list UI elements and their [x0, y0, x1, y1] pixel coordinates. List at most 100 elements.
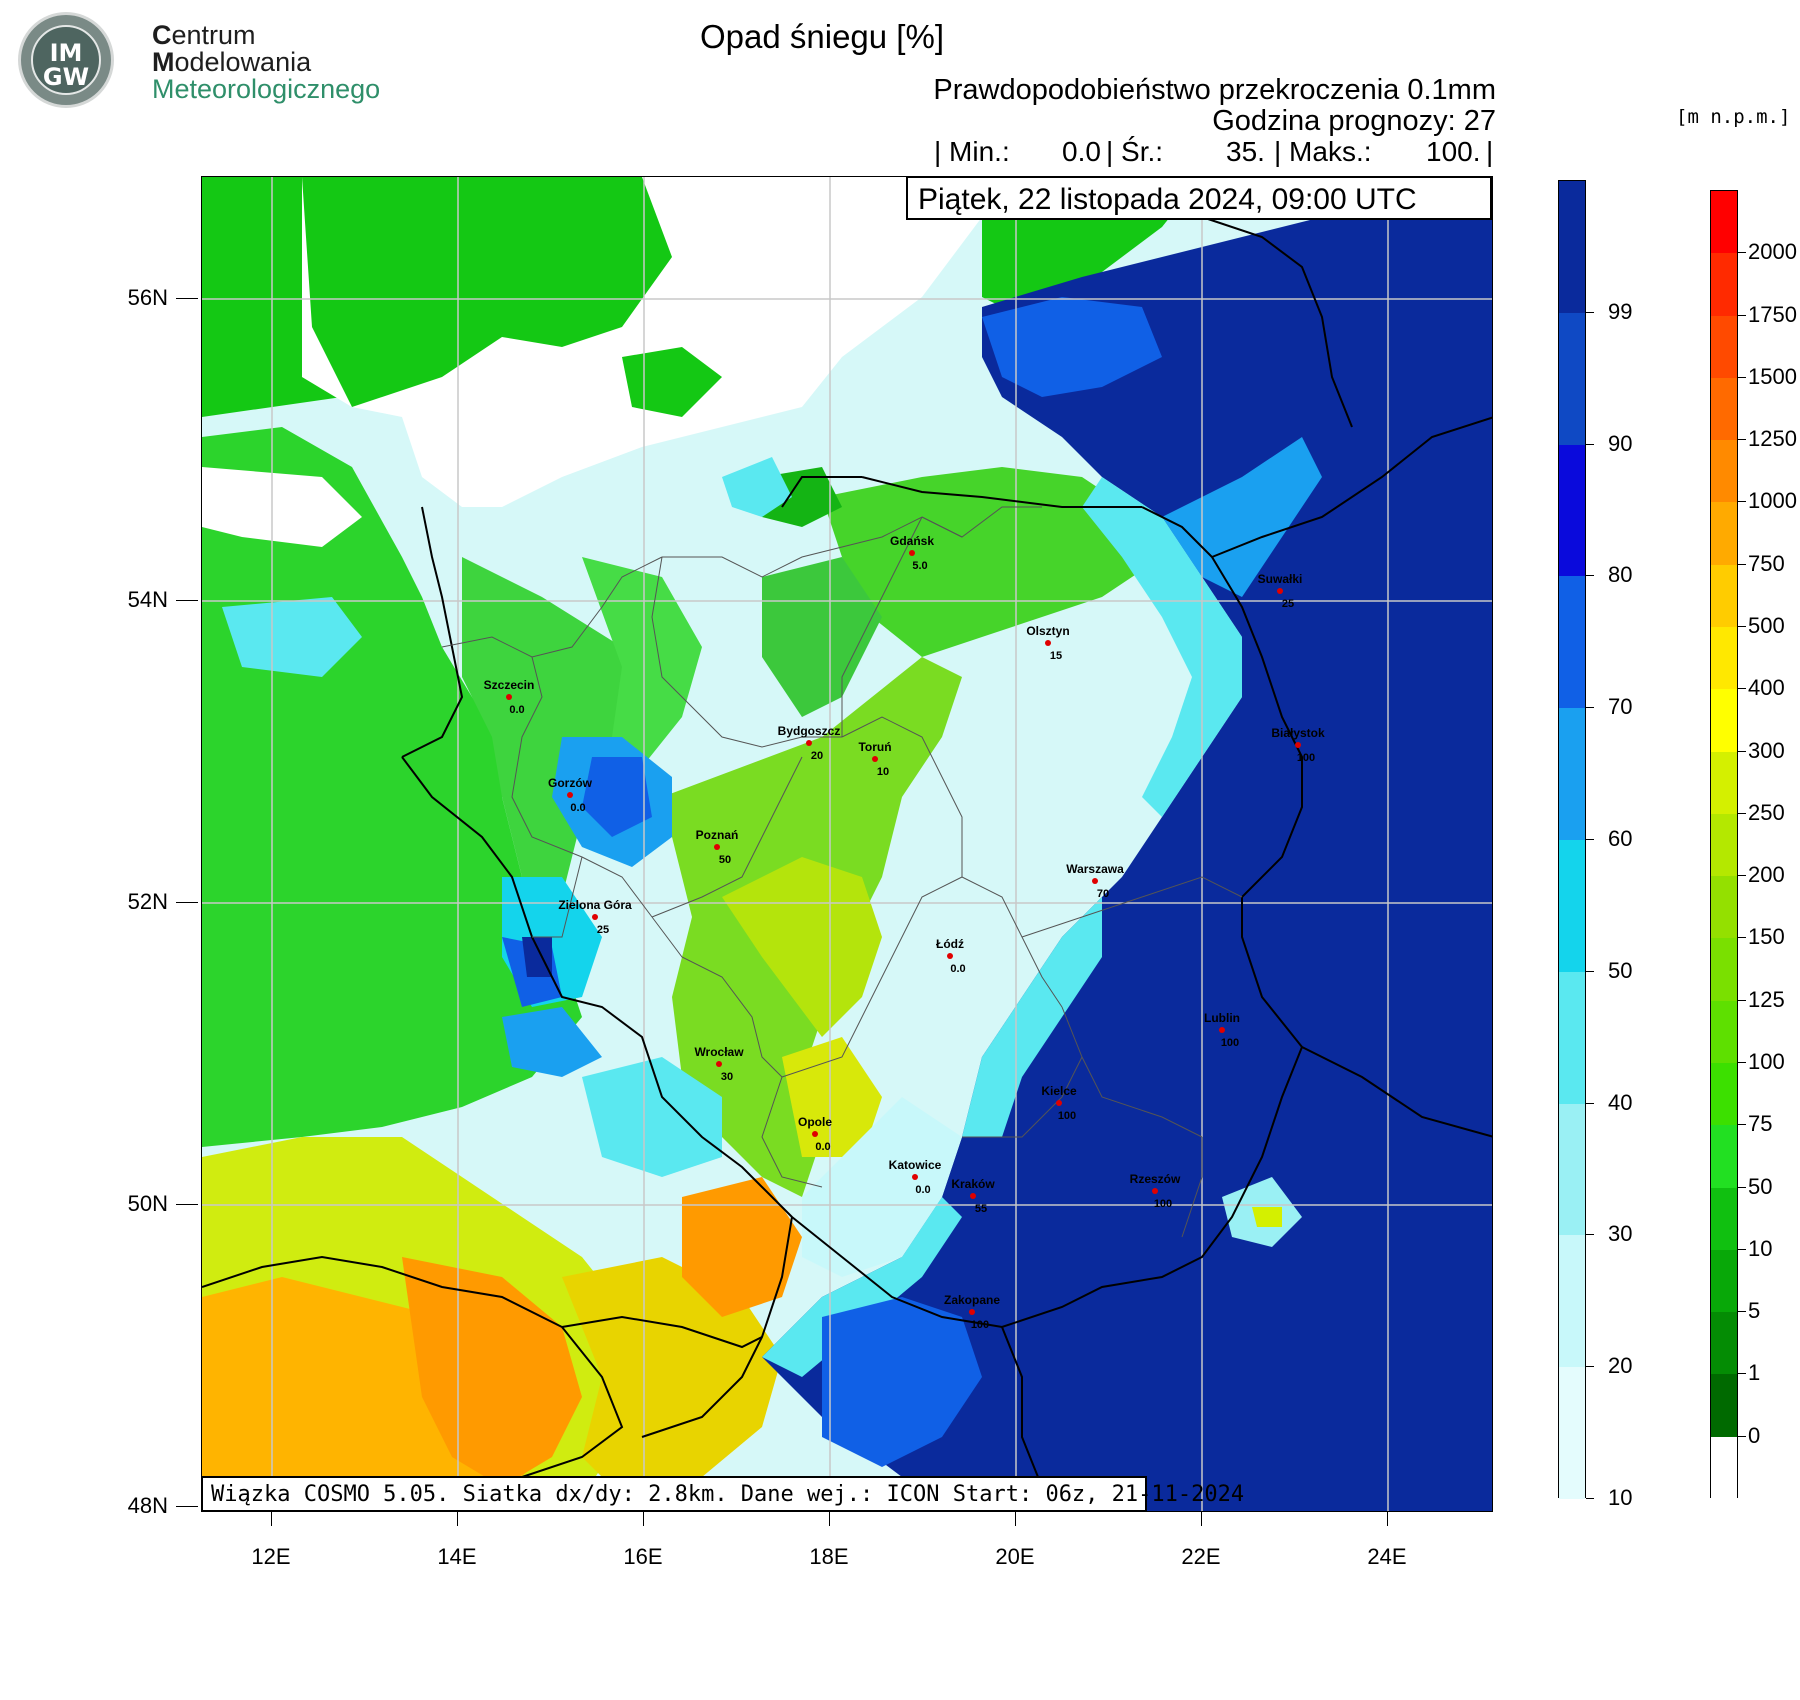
city-dot: [1277, 588, 1283, 594]
city-name: Olsztyn: [1026, 624, 1069, 638]
colorbar-segment: [1559, 312, 1585, 445]
city-name: Suwałki: [1258, 572, 1303, 586]
city-dot: [1092, 878, 1098, 884]
colorbar-segment: [1559, 444, 1585, 577]
city-marker: Białystok 100: [1271, 726, 1325, 764]
lon-label-14e: 14E: [437, 1544, 477, 1569]
city-name: Toruń: [858, 740, 891, 754]
colorbar-label: 1: [1748, 1360, 1761, 1386]
city-value: 100: [1221, 1037, 1239, 1049]
city-name: Gorzów: [548, 776, 593, 790]
city-value: 0.0: [509, 704, 524, 716]
city-value: 0.0: [915, 1184, 930, 1196]
city-name: Zakopane: [944, 1293, 1000, 1307]
map-title: Opad śniegu [%]: [700, 18, 944, 55]
colorbar-label: 125: [1748, 986, 1785, 1012]
city-name: Poznań: [696, 828, 739, 842]
city-dot: [1056, 1100, 1062, 1106]
city-name: Gdańsk: [890, 534, 934, 548]
city-marker: Bydgoszcz 20: [778, 724, 841, 762]
colorbar-label: 90: [1608, 430, 1633, 456]
city-dot: [812, 1131, 818, 1137]
colorbar-segment: [1711, 253, 1737, 316]
colorbar-segment: [1711, 626, 1737, 690]
city-dot: [872, 756, 878, 762]
lon-label-22e: 22E: [1181, 1544, 1221, 1569]
colorbar-segment: [1711, 564, 1737, 627]
terrain-unit-label: [m n.p.m.]: [1676, 106, 1791, 128]
colorbar-label: 400: [1748, 675, 1785, 701]
city-marker: Toruń 10: [858, 740, 891, 778]
city-dot: [567, 792, 573, 798]
city-marker: Kielce 100: [1041, 1084, 1077, 1122]
model-info: Wiązka COSMO 5.05. Siatka dx/dy: 2.8km. …: [201, 1476, 1244, 1512]
city-dot: [506, 694, 512, 700]
colorbar-label: 200: [1748, 862, 1785, 888]
colorbar-label: 99: [1608, 298, 1633, 324]
city-marker: Wrocław 30: [694, 1045, 744, 1083]
colorbar-label: 50: [1748, 1173, 1773, 1199]
city-dot: [970, 1193, 976, 1199]
colorbar-label: 100: [1748, 1049, 1785, 1074]
imgw-emblem: IM GW: [18, 12, 114, 108]
colorbar-label: 150: [1748, 924, 1785, 950]
colorbar-label: 40: [1608, 1089, 1633, 1115]
city-name: Szczecin: [484, 678, 535, 692]
city-dot: [806, 740, 812, 746]
city-value: 50: [719, 854, 731, 866]
colorbar-label: 1750: [1748, 301, 1797, 327]
city-value: 100: [971, 1319, 989, 1331]
colorbar-label: 0: [1748, 1422, 1761, 1448]
colorbar-segment: [1711, 1187, 1737, 1250]
colorbar-label: 60: [1608, 826, 1633, 851]
city-name: Bydgoszcz: [778, 724, 841, 738]
colorbar-segment: [1711, 1000, 1737, 1063]
snow-probability-colorbar: [1558, 180, 1586, 1499]
city-name: Rzeszów: [1130, 1172, 1181, 1186]
city-dot: [716, 1061, 722, 1067]
colorbar-segment: [1711, 1436, 1737, 1499]
city-marker: Lublin 100: [1204, 1011, 1240, 1049]
colorbar-segment: [1711, 440, 1737, 503]
colorbar-segment: [1711, 813, 1737, 877]
lat-label-52n: 52N: [127, 889, 168, 914]
colorbar-segment: [1711, 377, 1737, 441]
lon-label-20e: 20E: [995, 1544, 1035, 1569]
lon-label-18e: 18E: [809, 1544, 849, 1569]
city-name: Kielce: [1041, 1084, 1077, 1098]
city-name: Lublin: [1204, 1011, 1240, 1025]
city-marker: Zielona Góra 25: [558, 898, 632, 936]
lat-label-48n: 48N: [127, 1493, 168, 1518]
colorbar-label: 1500: [1748, 363, 1797, 389]
city-value: 55: [975, 1203, 987, 1215]
city-dot: [1219, 1027, 1225, 1033]
city-name: Opole: [798, 1115, 832, 1129]
city-dot: [1045, 640, 1051, 646]
colorbar-label: 50: [1608, 957, 1633, 983]
city-marker: Szczecin 0.0: [484, 678, 535, 716]
city-name: Warszawa: [1066, 862, 1124, 876]
city-name: Łódź: [936, 937, 964, 951]
city-value: 100: [1058, 1110, 1076, 1122]
lat-label-54n: 54N: [127, 587, 168, 612]
city-marker: Rzeszów 100: [1130, 1172, 1181, 1210]
colorbar-label: 2000: [1748, 239, 1797, 265]
forecast-map: Gdańsk 5.0 Suwałki 25 Olsztyn 15 Szczecin 0.0 Bi…: [201, 176, 1493, 1512]
colorbar-segment: [1711, 1062, 1737, 1126]
city-value: 25: [597, 924, 609, 936]
imgw-logo: IM GW Centrum Modelowania Meteorologiczn…: [12, 12, 382, 112]
city-value: 15: [1050, 650, 1062, 662]
colorbar-segment: [1711, 1249, 1737, 1313]
colorbar-label: 70: [1608, 694, 1633, 720]
colorbar-segment: [1559, 576, 1585, 709]
city-dot: [592, 914, 598, 920]
colorbar-segment: [1711, 502, 1737, 565]
city-value: 25: [1282, 598, 1294, 610]
colorbar-segment: [1711, 1125, 1737, 1188]
stats-line: | Min.: 0.0 | Śr.: 35. | Maks.: 100. |: [934, 136, 1494, 167]
colorbar-segment: [1711, 1374, 1737, 1437]
colorbar-label: 10: [1748, 1235, 1773, 1261]
colorbar-label: 75: [1748, 1111, 1773, 1137]
city-name: Białystok: [1271, 726, 1325, 740]
forecast-datetime: Piątek, 22 listopada 2024, 09:00 UTC: [906, 176, 1492, 220]
